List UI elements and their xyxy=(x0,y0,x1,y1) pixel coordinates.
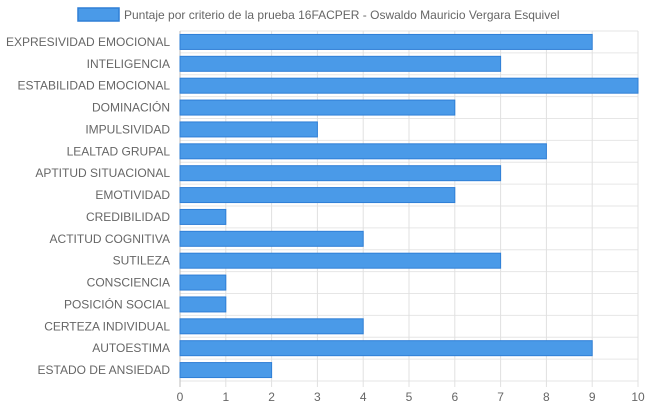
category-label: EMOTIVIDAD xyxy=(95,188,170,202)
bar xyxy=(179,77,639,94)
bar xyxy=(179,99,456,116)
category-label: APTITUD SITUACIONAL xyxy=(35,166,170,180)
bar xyxy=(179,274,227,291)
bar xyxy=(179,208,227,225)
category-label: ESTADO DE ANSIEDAD xyxy=(38,363,171,377)
bar xyxy=(179,340,593,357)
legend[interactable]: Puntaje por criterio de la prueba 16FACP… xyxy=(77,7,560,22)
x-tick-labels: 0 1 2 3 4 5 6 7 8 9 10 xyxy=(177,390,645,404)
bar xyxy=(179,252,502,269)
category-label: LEALTAD GRUPAL xyxy=(67,144,171,158)
x-tick-label: 8 xyxy=(543,390,550,404)
bar xyxy=(179,318,364,335)
category-label: AUTOESTIMA xyxy=(92,341,170,355)
category-labels: EXPRESIVIDAD EMOCIONAL INTELIGENCIA ESTABI… xyxy=(6,35,170,377)
category-label: ACTITUD COGNITIVA xyxy=(50,232,170,246)
x-tick-label: 2 xyxy=(268,390,275,404)
bars xyxy=(179,33,639,379)
bar xyxy=(179,165,502,182)
category-label: INTELIGENCIA xyxy=(87,57,170,71)
category-label: EXPRESIVIDAD EMOCIONAL xyxy=(6,35,170,49)
x-tick-label: 5 xyxy=(406,390,413,404)
category-label: CONSCIENCIA xyxy=(87,276,170,290)
bar xyxy=(179,187,456,204)
bar xyxy=(179,362,273,379)
x-tick-label: 0 xyxy=(177,390,184,404)
category-label: CERTEZA INDIVIDUAL xyxy=(44,319,170,333)
bar xyxy=(179,296,227,313)
x-tick-label: 10 xyxy=(631,390,645,404)
x-tick-label: 4 xyxy=(360,390,367,404)
x-tick-label: 9 xyxy=(589,390,596,404)
bar xyxy=(179,33,593,50)
x-tick-label: 6 xyxy=(451,390,458,404)
category-label: IMPULSIVIDAD xyxy=(85,122,170,136)
category-label: CREDIBILIDAD xyxy=(86,210,170,224)
category-label: POSICIÓN SOCIAL xyxy=(64,296,170,311)
category-label: ESTABILIDAD EMOCIONAL xyxy=(18,79,171,93)
category-label: DOMINACIÓN xyxy=(92,100,170,115)
category-label: SUTILEZA xyxy=(113,254,170,268)
x-tick-label: 7 xyxy=(497,390,504,404)
x-tick-label: 1 xyxy=(222,390,229,404)
bar xyxy=(179,121,318,138)
x-tick-label: 3 xyxy=(314,390,321,404)
legend-label: Puntaje por criterio de la prueba 16FACP… xyxy=(124,8,560,22)
bar xyxy=(179,230,364,247)
bar xyxy=(179,55,502,72)
bar xyxy=(179,143,547,160)
legend-swatch xyxy=(77,7,120,22)
